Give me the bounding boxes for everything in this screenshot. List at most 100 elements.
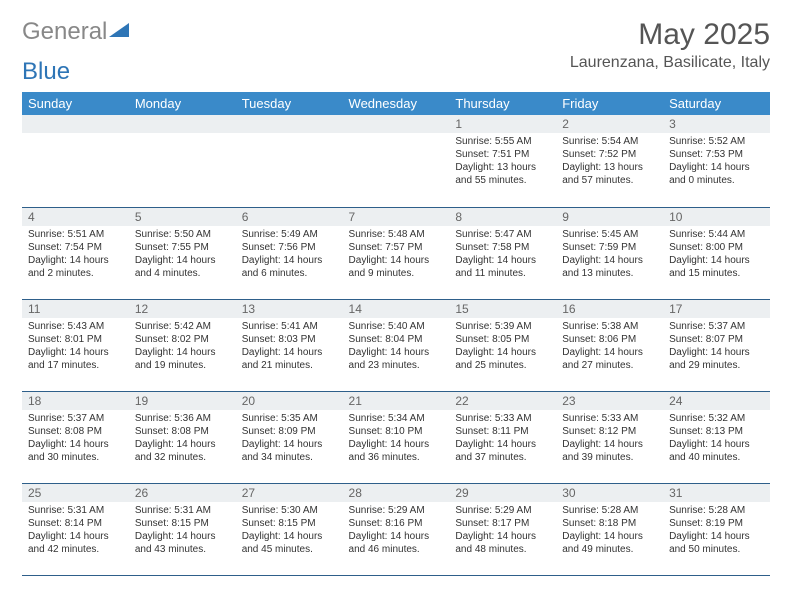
day-number-row: 15 xyxy=(449,300,556,318)
weekday-header: Friday xyxy=(556,92,663,115)
day-number-row: 9 xyxy=(556,208,663,226)
calendar-week-row: 4Sunrise: 5:51 AMSunset: 7:54 PMDaylight… xyxy=(22,207,770,299)
calendar-day-cell: 31 Sunrise: 5:28 AMSunset: 8:19 PMDayligh… xyxy=(663,483,770,575)
sunrise-line: Sunrise: 5:37 AM xyxy=(28,412,123,425)
day-number: 7 xyxy=(349,210,356,224)
sunrise-line: Sunrise: 5:41 AM xyxy=(242,320,337,333)
day-number-row: 19 xyxy=(129,392,236,410)
calendar-day-cell: 10 Sunrise: 5:44 AMSunset: 8:00 PMDayligh… xyxy=(663,207,770,299)
day-details: Sunrise: 5:39 AMSunset: 8:05 PMDaylight:… xyxy=(449,318,556,376)
day-number: 13 xyxy=(242,302,255,316)
day-details: Sunrise: 5:29 AMSunset: 8:17 PMDaylight:… xyxy=(449,502,556,560)
day-details: Sunrise: 5:52 AMSunset: 7:53 PMDaylight:… xyxy=(663,133,770,191)
calendar-week-row: 18Sunrise: 5:37 AMSunset: 8:08 PMDayligh… xyxy=(22,391,770,483)
calendar-day-cell: 13Sunrise: 5:41 AMSunset: 8:03 PMDayligh… xyxy=(236,299,343,391)
sunrise-line: Sunrise: 5:51 AM xyxy=(28,228,123,241)
sunset-line: Sunset: 8:10 PM xyxy=(349,425,444,438)
sunrise-line: Sunrise: 5:42 AM xyxy=(135,320,230,333)
sunset-line: Sunset: 8:08 PM xyxy=(28,425,123,438)
sunset-line: Sunset: 7:53 PM xyxy=(669,148,764,161)
day-number: 21 xyxy=(349,394,362,408)
daylight-line: Daylight: 14 hours and 25 minutes. xyxy=(455,346,550,372)
calendar-day-cell: 9Sunrise: 5:45 AMSunset: 7:59 PMDaylight… xyxy=(556,207,663,299)
sunrise-line: Sunrise: 5:31 AM xyxy=(28,504,123,517)
daylight-line: Daylight: 14 hours and 49 minutes. xyxy=(562,530,657,556)
sunrise-line: Sunrise: 5:38 AM xyxy=(562,320,657,333)
daylight-line: Daylight: 14 hours and 23 minutes. xyxy=(349,346,444,372)
calendar-day-cell xyxy=(129,115,236,207)
day-details: Sunrise: 5:34 AMSunset: 8:10 PMDaylight:… xyxy=(343,410,450,468)
daylight-line: Daylight: 14 hours and 11 minutes. xyxy=(455,254,550,280)
sunrise-line: Sunrise: 5:45 AM xyxy=(562,228,657,241)
sunrise-line: Sunrise: 5:37 AM xyxy=(669,320,764,333)
day-number-row: 30 xyxy=(556,484,663,502)
calendar-day-cell: 17Sunrise: 5:37 AMSunset: 8:07 PMDayligh… xyxy=(663,299,770,391)
logo-line2: Blue xyxy=(22,58,770,86)
daylight-line: Daylight: 14 hours and 36 minutes. xyxy=(349,438,444,464)
sunset-line: Sunset: 7:54 PM xyxy=(28,241,123,254)
day-number: 11 xyxy=(28,302,40,316)
day-details: Sunrise: 5:33 AMSunset: 8:11 PMDaylight:… xyxy=(449,410,556,468)
calendar-day-cell: 5Sunrise: 5:50 AMSunset: 7:55 PMDaylight… xyxy=(129,207,236,299)
sunrise-line: Sunrise: 5:49 AM xyxy=(242,228,337,241)
day-details: Sunrise: 5:38 AMSunset: 8:06 PMDaylight:… xyxy=(556,318,663,376)
sunrise-line: Sunrise: 5:44 AM xyxy=(669,228,764,241)
day-number: 23 xyxy=(562,394,575,408)
sunrise-line: Sunrise: 5:39 AM xyxy=(455,320,550,333)
sunset-line: Sunset: 8:18 PM xyxy=(562,517,657,530)
sunset-line: Sunset: 8:13 PM xyxy=(669,425,764,438)
sunset-line: Sunset: 8:01 PM xyxy=(28,333,123,346)
sunrise-line: Sunrise: 5:47 AM xyxy=(455,228,550,241)
daylight-line: Daylight: 14 hours and 34 minutes. xyxy=(242,438,337,464)
day-number: 2 xyxy=(562,117,569,131)
calendar-day-cell: 7Sunrise: 5:48 AMSunset: 7:57 PMDaylight… xyxy=(343,207,450,299)
day-details: Sunrise: 5:31 AMSunset: 8:15 PMDaylight:… xyxy=(129,502,236,560)
day-details: Sunrise: 5:36 AMSunset: 8:08 PMDaylight:… xyxy=(129,410,236,468)
month-title: May 2025 xyxy=(570,18,770,52)
day-details: Sunrise: 5:40 AMSunset: 8:04 PMDaylight:… xyxy=(343,318,450,376)
daylight-line: Daylight: 14 hours and 17 minutes. xyxy=(28,346,123,372)
day-number: 19 xyxy=(135,394,148,408)
day-details: Sunrise: 5:55 AMSunset: 7:51 PMDaylight:… xyxy=(449,133,556,191)
sunset-line: Sunset: 7:56 PM xyxy=(242,241,337,254)
daylight-line: Daylight: 14 hours and 9 minutes. xyxy=(349,254,444,280)
sunset-line: Sunset: 7:58 PM xyxy=(455,241,550,254)
calendar-day-cell xyxy=(236,115,343,207)
day-number: 25 xyxy=(28,486,41,500)
sunset-line: Sunset: 8:14 PM xyxy=(28,517,123,530)
day-details: Sunrise: 5:44 AMSunset: 8:00 PMDaylight:… xyxy=(663,226,770,284)
sunrise-line: Sunrise: 5:33 AM xyxy=(562,412,657,425)
day-details: Sunrise: 5:29 AMSunset: 8:16 PMDaylight:… xyxy=(343,502,450,560)
calendar-day-cell: 11Sunrise: 5:43 AMSunset: 8:01 PMDayligh… xyxy=(22,299,129,391)
day-number: 10 xyxy=(669,210,682,224)
weekday-header: Sunday xyxy=(22,92,129,115)
sunset-line: Sunset: 8:15 PM xyxy=(242,517,337,530)
sunrise-line: Sunrise: 5:48 AM xyxy=(349,228,444,241)
day-number: 14 xyxy=(349,302,362,316)
weekday-header: Wednesday xyxy=(343,92,450,115)
calendar-week-row: 25Sunrise: 5:31 AMSunset: 8:14 PMDayligh… xyxy=(22,483,770,575)
day-number: 6 xyxy=(242,210,249,224)
daylight-line: Daylight: 14 hours and 2 minutes. xyxy=(28,254,123,280)
day-number-row: 29 xyxy=(449,484,556,502)
sunset-line: Sunset: 8:03 PM xyxy=(242,333,337,346)
day-details: Sunrise: 5:37 AMSunset: 8:07 PMDaylight:… xyxy=(663,318,770,376)
day-number-row: 5 xyxy=(129,208,236,226)
sunset-line: Sunset: 8:05 PM xyxy=(455,333,550,346)
day-number: 15 xyxy=(455,302,468,316)
day-number: 30 xyxy=(562,486,575,500)
day-number-row: 20 xyxy=(236,392,343,410)
daylight-line: Daylight: 14 hours and 0 minutes. xyxy=(669,161,764,187)
day-details: Sunrise: 5:50 AMSunset: 7:55 PMDaylight:… xyxy=(129,226,236,284)
sunset-line: Sunset: 8:12 PM xyxy=(562,425,657,438)
calendar-day-cell: 23 Sunrise: 5:33 AMSunset: 8:12 PMDayligh… xyxy=(556,391,663,483)
day-number-row: 24 xyxy=(663,392,770,410)
daylight-line: Daylight: 14 hours and 39 minutes. xyxy=(562,438,657,464)
sunrise-line: Sunrise: 5:55 AM xyxy=(455,135,550,148)
day-details: Sunrise: 5:28 AMSunset: 8:19 PMDaylight:… xyxy=(663,502,770,560)
sunrise-line: Sunrise: 5:31 AM xyxy=(135,504,230,517)
day-number: 31 xyxy=(669,486,682,500)
calendar-day-cell: 19 Sunrise: 5:36 AMSunset: 8:08 PMDayligh… xyxy=(129,391,236,483)
sunset-line: Sunset: 8:04 PM xyxy=(349,333,444,346)
calendar-day-cell: 15 Sunrise: 5:39 AMSunset: 8:05 PMDayligh… xyxy=(449,299,556,391)
